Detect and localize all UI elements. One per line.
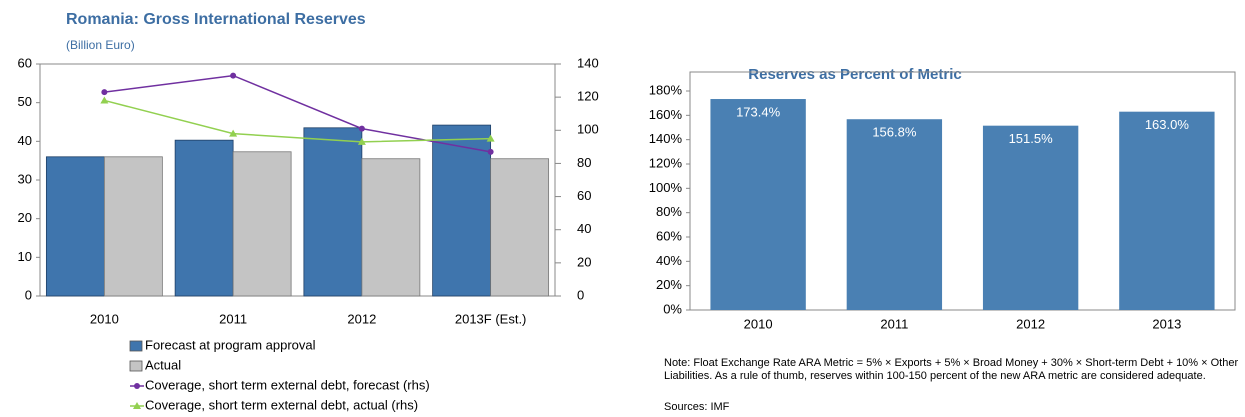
x-tick-label: 2010 [744,316,773,331]
y-tick-label: 60 [18,55,32,70]
y-tick-label: 140% [649,131,683,146]
bar [846,119,943,310]
x-tick-label: 2013 [1152,316,1181,331]
legend-swatch [129,340,143,352]
y2-tick-label: 120 [577,89,599,104]
marker [101,89,108,96]
marker [357,137,366,145]
y2-tick-label: 80 [577,155,591,170]
marker [229,129,238,137]
source: Sources: IMF [664,401,730,413]
marker [487,148,494,155]
marker [358,125,365,132]
bar [45,156,105,297]
y-tick-label: 30 [18,171,32,186]
x-tick-label: 2011 [219,311,247,326]
x-tick-label: 2012 [347,311,376,326]
marker [230,72,237,79]
bar [174,139,234,297]
y-tick-label: 50 [18,94,32,109]
bar [432,124,492,297]
y-tick-label: 0 [25,287,32,302]
chart-subtitle: (Billion Euro) [66,38,135,52]
y-tick-label: 10 [18,249,32,264]
note: Note: Float Exchange Rate ARA Metric = 5… [664,357,1239,382]
y-tick-label: 120% [649,155,683,170]
x-tick-label: 2010 [90,311,119,326]
y-tick-label: 40% [656,253,682,268]
chart-title: Reserves as Percent of Metric [748,66,961,83]
legend-label: Actual [145,357,181,372]
bar [1119,111,1215,310]
x-tick-label: 2012 [1016,316,1045,331]
x-tick-label: 2013F (Est.) [455,311,527,326]
bar [303,127,363,297]
y2-tick-label: 20 [577,254,591,269]
y2-tick-label: 40 [577,221,591,236]
marker [486,134,495,142]
chart-title: Romania: Gross International Reserves [66,11,366,28]
y-tick-label: 60% [656,228,682,243]
legend-label: Coverage, short term external debt, actu… [145,397,418,412]
y-tick-label: 80% [656,204,682,219]
value-label: 151.5% [1009,131,1054,146]
legend-label: Coverage, short term external debt, fore… [145,377,430,392]
legend-marker [134,383,140,389]
value-label: 173.4% [736,104,781,119]
plot-area [689,71,1236,311]
bar [361,158,421,297]
y-tick-label: 40 [18,133,32,148]
y2-tick-label: 60 [577,188,591,203]
bar [103,156,163,297]
y-tick-label: 100% [649,180,683,195]
y-tick-label: 20% [656,277,682,292]
y-tick-label: 0% [663,301,682,316]
marker [100,96,109,104]
y2-tick-label: 100 [577,122,599,137]
bar [982,125,1079,310]
bar [232,151,292,297]
legend-swatch [129,360,143,372]
y-tick-label: 20 [18,210,32,225]
legend-label: Forecast at program approval [145,337,316,352]
y-tick-label: 160% [649,107,683,122]
legend-marker [133,402,141,409]
bar [710,99,806,310]
y2-tick-label: 140 [577,55,599,70]
y-tick-label: 180% [649,82,683,97]
bar [490,158,550,297]
value-label: 156.8% [872,125,917,140]
line [104,99,491,143]
value-label: 163.0% [1145,117,1190,132]
y2-tick-label: 0 [577,287,584,302]
x-tick-label: 2011 [880,316,908,331]
